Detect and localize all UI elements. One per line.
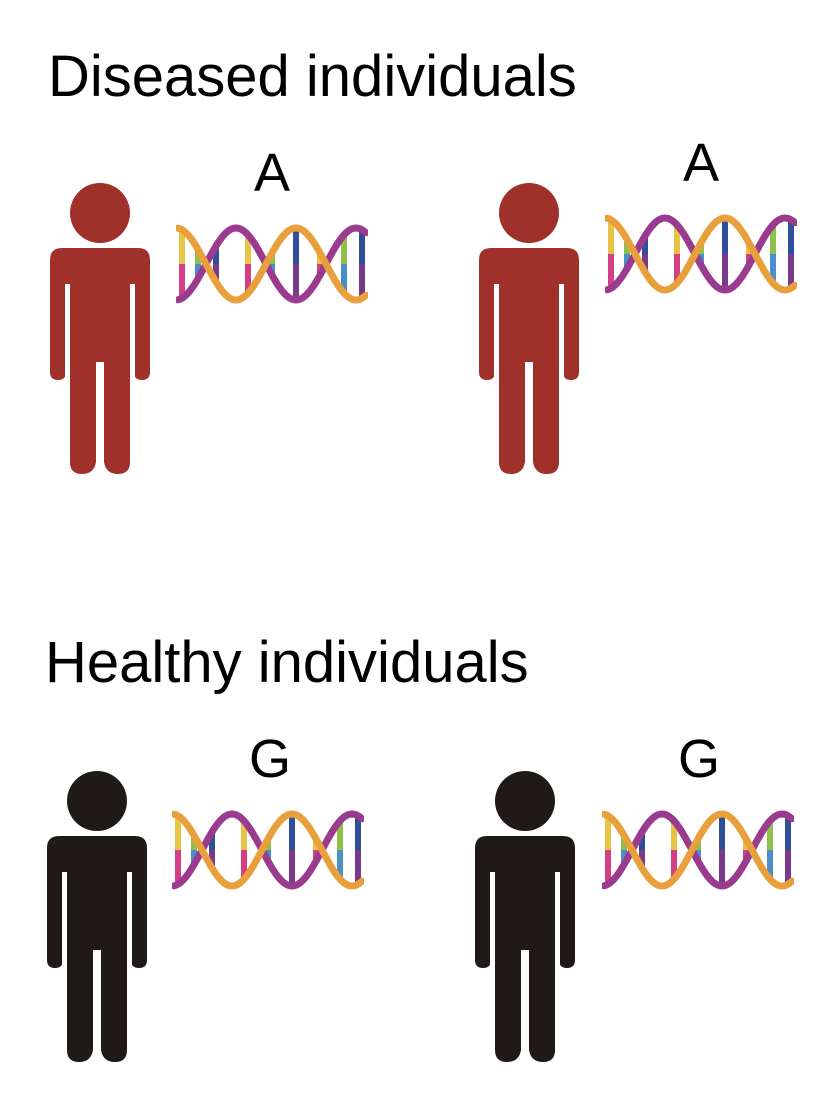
dna-strand-b xyxy=(602,810,794,890)
dna-strand-a xyxy=(176,224,368,304)
person-icon xyxy=(479,183,579,474)
person-body xyxy=(47,836,147,1062)
person-icon xyxy=(50,183,150,474)
healthy-heading: Healthy individuals xyxy=(45,630,529,695)
person-body xyxy=(50,248,150,474)
person-icon xyxy=(475,771,575,1062)
person-head xyxy=(495,771,555,831)
person-head xyxy=(70,183,130,243)
dna-helix-icon xyxy=(602,810,794,890)
person-head xyxy=(499,183,559,243)
dna-helix-icon xyxy=(176,224,368,304)
person-body xyxy=(479,248,579,474)
dna-strand-a xyxy=(172,810,364,890)
allele-label: G xyxy=(677,729,720,789)
dna-strand-b xyxy=(176,224,368,304)
dna-helix-icon xyxy=(605,214,797,294)
allele-label: A xyxy=(253,143,291,203)
person-icon xyxy=(47,771,147,1062)
person-body xyxy=(475,836,575,1062)
diseased-heading: Diseased individuals xyxy=(48,44,577,109)
dna-strand-b xyxy=(172,810,364,890)
dna-strand-a xyxy=(602,810,794,890)
dna-strand-a xyxy=(605,214,797,294)
dna-strand-b xyxy=(605,214,797,294)
person-head xyxy=(67,771,127,831)
allele-label: G xyxy=(248,729,291,789)
allele-label: A xyxy=(682,133,720,193)
dna-helix-icon xyxy=(172,810,364,890)
